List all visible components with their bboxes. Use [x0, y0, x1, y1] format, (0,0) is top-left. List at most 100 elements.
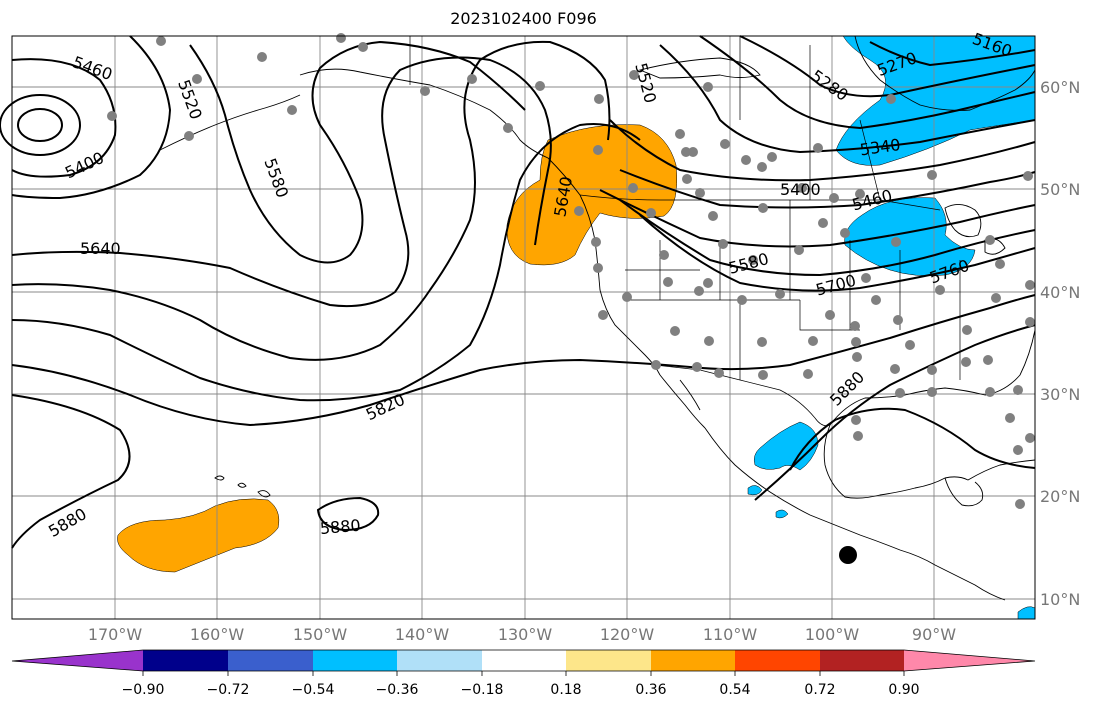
- colorbar-swatch: [228, 650, 313, 671]
- colorbar-tick-label: −0.72: [207, 682, 250, 698]
- contour-5880-west: [11, 394, 131, 549]
- lat-tick-label: 50°N: [1040, 180, 1080, 199]
- station-dot: [927, 365, 937, 375]
- contour-5880-island: [316, 496, 380, 532]
- station-dot: [1005, 413, 1015, 423]
- station-dot: [797, 183, 807, 193]
- negative-anomaly-northeast: [835, 35, 1036, 166]
- lon-tick-label: 110°W: [703, 625, 758, 644]
- station-dot: [714, 368, 724, 378]
- station-dot: [287, 105, 297, 115]
- station-dot: [891, 237, 901, 247]
- negative-anomaly-great-lakes: [844, 197, 976, 277]
- colorbar: −0.90 −0.72 −0.54 −0.36 −0.18 0.18 0.36 …: [11, 649, 1036, 698]
- lat-tick-label: 10°N: [1040, 590, 1080, 609]
- canada-arctic: [638, 57, 761, 79]
- station-dot: [983, 355, 993, 365]
- station-dot: [703, 278, 713, 288]
- colorbar-swatch: [735, 650, 820, 671]
- map-title: 2023102400 F096: [450, 9, 597, 28]
- station-dot: [1025, 280, 1035, 290]
- station-dot: [927, 170, 937, 180]
- station-dot: [336, 33, 346, 43]
- large-marker-dot: [839, 546, 857, 564]
- station-dot: [503, 123, 513, 133]
- canada-provinces: [739, 36, 881, 201]
- station-dot: [420, 86, 430, 96]
- station-dot: [995, 259, 1005, 269]
- station-dot: [184, 131, 194, 141]
- contour-5520-west: [11, 35, 172, 200]
- station-dot: [593, 145, 603, 155]
- lon-tick-label: 150°W: [293, 625, 348, 644]
- station-dot: [890, 364, 900, 374]
- station-dot: [985, 387, 995, 397]
- station-dot: [991, 293, 1001, 303]
- station-dot: [694, 286, 704, 296]
- colorbar-high-extension: [904, 650, 1035, 671]
- colorbar-tick-label: −0.54: [292, 682, 335, 698]
- station-dot: [758, 203, 768, 213]
- station-dot: [850, 321, 860, 331]
- contour-5460-west: [11, 58, 117, 178]
- station-dot: [1015, 499, 1025, 509]
- station-dot: [708, 211, 718, 221]
- west-coast: [579, 194, 661, 376]
- colorbar-swatch: [313, 650, 397, 671]
- colorbar-tick-label: 0.54: [719, 682, 750, 698]
- station-dot: [840, 228, 850, 238]
- lon-tick-label: 170°W: [88, 625, 143, 644]
- colorbar-tick-label: −0.36: [376, 682, 419, 698]
- station-dot: [775, 289, 785, 299]
- colorbar-low-extension: [12, 650, 143, 671]
- lon-tick-label: 90°W: [912, 625, 956, 644]
- colorbar-swatch: [143, 650, 228, 671]
- station-dot: [720, 139, 730, 149]
- station-dot: [871, 295, 881, 305]
- geopotential-contours: [0, 35, 1036, 549]
- station-dot: [813, 143, 823, 153]
- contour-label: 5400: [780, 180, 821, 199]
- lon-tick-label: 100°W: [805, 625, 860, 644]
- station-dot: [861, 273, 871, 283]
- station-dot: [718, 239, 728, 249]
- station-dot: [646, 208, 656, 218]
- colorbar-tick-label: 0.36: [635, 682, 666, 698]
- station-dot: [961, 357, 971, 367]
- mexico-pacific-coast: [704, 427, 1006, 601]
- contour-east-5580: [619, 169, 1036, 209]
- station-dot: [695, 188, 705, 198]
- lon-tick-label: 140°W: [395, 625, 450, 644]
- contour-east-5760: [639, 214, 1036, 292]
- station-dot: [905, 340, 915, 350]
- colorbar-tick-label: 0.72: [804, 682, 835, 698]
- station-dot: [853, 431, 863, 441]
- station-dot: [628, 183, 638, 193]
- station-dot: [704, 336, 714, 346]
- baja-california: [659, 374, 706, 429]
- station-dot: [622, 292, 632, 302]
- station-dots: [107, 33, 1035, 509]
- station-dot: [681, 147, 691, 157]
- us-mexico-border: [654, 364, 831, 427]
- station-dot: [808, 336, 818, 346]
- station-dot: [757, 162, 767, 172]
- station-dot: [803, 369, 813, 379]
- negative-anomaly-mexico-small: [747, 485, 789, 519]
- station-dot: [741, 155, 751, 165]
- contour-east-5700: [619, 199, 1036, 277]
- station-dot: [935, 285, 945, 295]
- contour-5880-east: [754, 324, 1036, 501]
- station-dot: [927, 387, 937, 397]
- station-dot: [591, 237, 601, 247]
- contour-east-5400: [699, 35, 1036, 130]
- us-canada-border: [579, 194, 941, 211]
- contour-5880-gulf: [789, 407, 1036, 471]
- station-dot: [895, 388, 905, 398]
- station-dot: [659, 250, 669, 260]
- contour-east-5280: [869, 41, 1036, 67]
- colorbar-swatch: [566, 650, 651, 671]
- station-dot: [257, 52, 267, 62]
- alaska-coast: [299, 68, 581, 196]
